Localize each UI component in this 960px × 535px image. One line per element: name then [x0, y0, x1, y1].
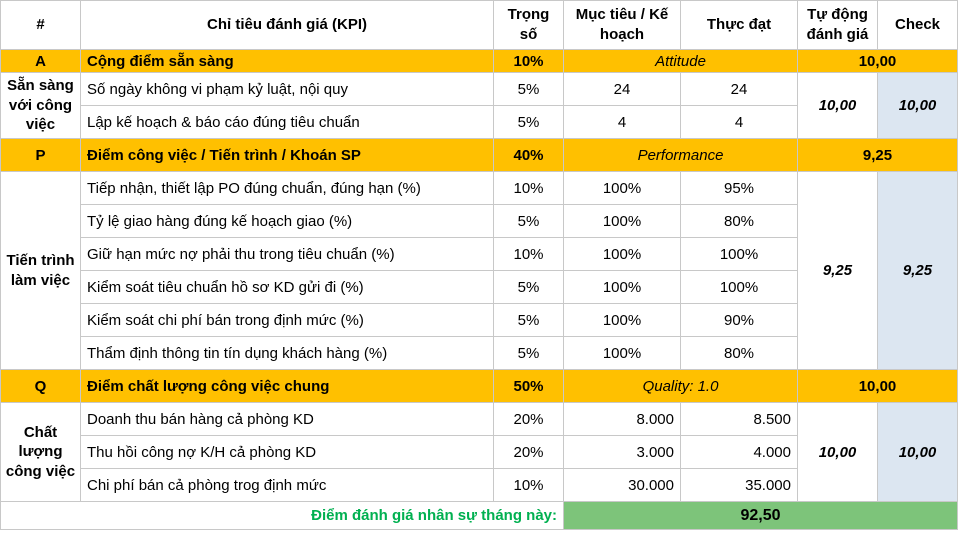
kpi-actual: 90%: [680, 303, 798, 337]
section-note: Attitude: [563, 49, 798, 73]
kpi-actual: 35.000: [680, 468, 798, 502]
section-note: Quality: 1.0: [563, 369, 798, 403]
kpi-weight: 10%: [493, 468, 564, 502]
kpi-weight: 5%: [493, 336, 564, 370]
header-cell: Thực đạt: [680, 0, 798, 50]
header-cell: Tự động đánh giá: [797, 0, 878, 50]
kpi-weight: 20%: [493, 402, 564, 436]
kpi-actual: 24: [680, 72, 798, 106]
kpi-row: Sẵn sàng với công việc Số ngày không vi p…: [0, 72, 958, 139]
kpi-actual: 80%: [680, 204, 798, 238]
header-cell: Trọng số: [493, 0, 564, 50]
kpi-target: 100%: [563, 171, 681, 205]
group-label: Chất lượng công việc: [0, 402, 81, 502]
kpi-target: 100%: [563, 336, 681, 370]
section-code: A: [0, 49, 81, 73]
kpi-name: Tiếp nhận, thiết lập PO đúng chuẩn, đúng…: [80, 171, 494, 205]
kpi-row: Lập kế hoạch & báo cáo đúng tiêu chuẩn 5%…: [1, 105, 958, 139]
kpi-weight: 20%: [493, 435, 564, 469]
kpi-row: Chất lượng công việc Doanh thu bán hàng c…: [0, 402, 958, 502]
section-score: 9,25: [797, 138, 958, 172]
kpi-actual: 8.500: [680, 402, 798, 436]
kpi-actual: 95%: [680, 171, 798, 205]
footer-row: Điểm đánh giá nhân sự tháng này: 92,50: [0, 501, 958, 530]
kpi-weight: 5%: [493, 270, 564, 304]
kpi-row: Tiến trình làm việc Tiếp nhận, thiết lập …: [0, 171, 958, 370]
kpi-weight: 10%: [493, 171, 564, 205]
kpi-name: Chi phí bán cả phòng trog định mức: [80, 468, 494, 502]
header-row: # Chỉ tiêu đánh giá (KPI) Trọng số Mục tiêu…: [0, 0, 958, 50]
auto-score: 10,00: [797, 72, 878, 139]
kpi-name: Kiểm soát tiêu chuẩn hồ sơ KD gửi đi (%): [80, 270, 494, 304]
section-title: Cộng điểm sẵn sàng: [80, 49, 494, 73]
group-label: Tiến trình làm việc: [0, 171, 81, 370]
kpi-target: 100%: [563, 270, 681, 304]
section-score: 10,00: [797, 49, 958, 73]
kpi-target: 30.000: [563, 468, 681, 502]
kpi-target: 100%: [563, 237, 681, 271]
kpi-name: Số ngày không vi phạm kỷ luật, nội quy: [80, 72, 494, 106]
header-cell: Mục tiêu / Kế hoạch: [563, 0, 681, 50]
section-weight: 50%: [493, 369, 564, 403]
kpi-target: 3.000: [563, 435, 681, 469]
header-cell: Chỉ tiêu đánh giá (KPI): [80, 0, 494, 50]
kpi-name: Giữ hạn mức nợ phải thu trong tiêu chuẩn…: [80, 237, 494, 271]
section-title: Điểm công việc / Tiến trình / Khoán SP: [80, 138, 494, 172]
section-row: A Cộng điểm sẵn sàng 10% Attitude 10,00: [0, 49, 958, 73]
kpi-name: Kiểm soát chi phí bán trong định mức (%): [80, 303, 494, 337]
section-code: P: [0, 138, 81, 172]
kpi-actual: 80%: [680, 336, 798, 370]
group-label: Sẵn sàng với công việc: [0, 72, 81, 139]
section-weight: 40%: [493, 138, 564, 172]
footer-label: Điểm đánh giá nhân sự tháng này:: [0, 501, 564, 530]
section-row: Q Điểm chất lượng công việc chung 50% Quali…: [0, 369, 958, 403]
section-code: Q: [0, 369, 81, 403]
kpi-weight: 5%: [493, 303, 564, 337]
section-score: 10,00: [797, 369, 958, 403]
kpi-name: Doanh thu bán hàng cả phòng KD: [80, 402, 494, 436]
kpi-target: 24: [563, 72, 681, 106]
section-note: Performance: [563, 138, 798, 172]
kpi-actual: 4.000: [680, 435, 798, 469]
kpi-weight: 5%: [493, 72, 564, 106]
kpi-name: Thẩm định thông tin tín dụng khách hàng …: [80, 336, 494, 370]
kpi-weight: 10%: [493, 237, 564, 271]
section-row: P Điểm công việc / Tiến trình / Khoán SP 4…: [0, 138, 958, 172]
kpi-row: Thẩm định thông tin tín dụng khách hàng …: [1, 336, 958, 370]
kpi-target: 4: [563, 105, 681, 139]
kpi-actual: 100%: [680, 237, 798, 271]
kpi-name: Thu hồi công nợ K/H cả phòng KD: [80, 435, 494, 469]
kpi-row: Giữ hạn mức nợ phải thu trong tiêu chuẩn…: [1, 237, 958, 271]
kpi-row: Tỷ lệ giao hàng đúng kế hoạch giao (%) 5%…: [1, 204, 958, 238]
section-title: Điểm chất lượng công việc chung: [80, 369, 494, 403]
check-score: 9,25: [877, 171, 958, 370]
header-cell: #: [0, 0, 81, 50]
kpi-actual: 4: [680, 105, 798, 139]
kpi-name: Tỷ lệ giao hàng đúng kế hoạch giao (%): [80, 204, 494, 238]
kpi-actual: 100%: [680, 270, 798, 304]
footer-total: 92,50: [563, 501, 958, 530]
kpi-target: 100%: [563, 204, 681, 238]
kpi-row: Kiểm soát chi phí bán trong định mức (%)…: [1, 303, 958, 337]
kpi-row: Chi phí bán cả phòng trog định mức 10% 30.…: [1, 468, 958, 502]
kpi-weight: 5%: [493, 204, 564, 238]
auto-score: 9,25: [797, 171, 878, 370]
section-weight: 10%: [493, 49, 564, 73]
check-score: 10,00: [877, 72, 958, 139]
kpi-target: 100%: [563, 303, 681, 337]
auto-score: 10,00: [797, 402, 878, 502]
header-cell: Check: [877, 0, 958, 50]
kpi-target: 8.000: [563, 402, 681, 436]
kpi-name: Lập kế hoạch & báo cáo đúng tiêu chuẩn: [80, 105, 494, 139]
check-score: 10,00: [877, 402, 958, 502]
kpi-weight: 5%: [493, 105, 564, 139]
